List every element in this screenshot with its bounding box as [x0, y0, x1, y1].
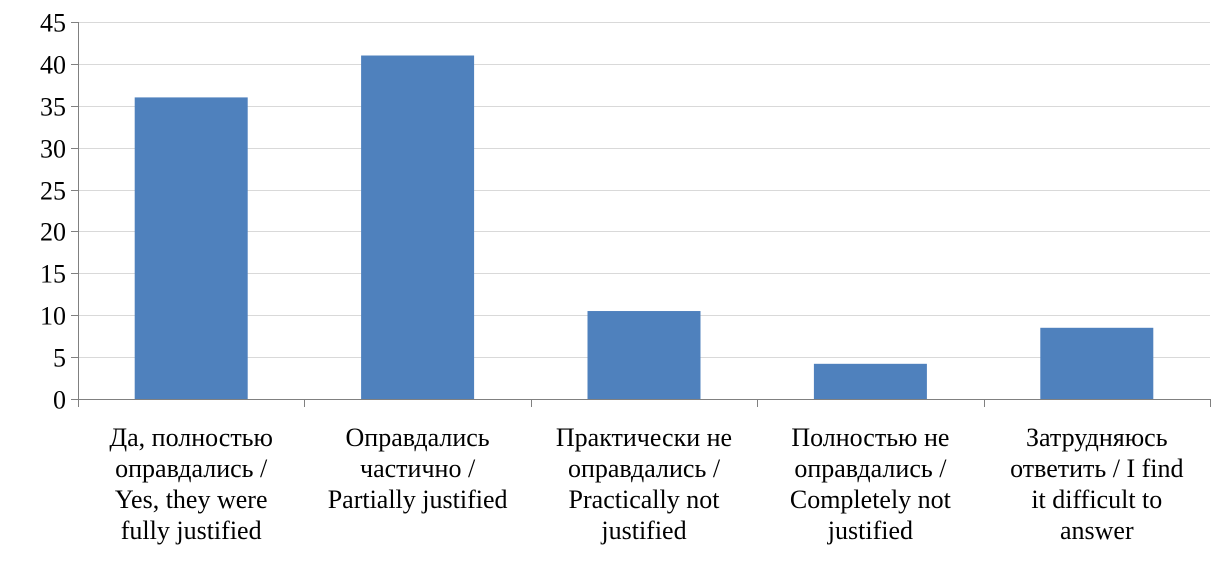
y-tick-label: 45: [40, 9, 66, 38]
y-tick-label: 20: [40, 218, 66, 247]
bar: [587, 311, 701, 399]
x-category-label: Да, полностью оправдались / Yes, they we…: [109, 423, 273, 545]
x-category-label: Затрудняюсь ответить / I find it difficu…: [1010, 423, 1184, 545]
y-tick-label: 40: [40, 51, 66, 80]
axes: [71, 22, 1211, 407]
y-tick-labels: 0 5 10 15 20 25 30 35 40 45: [40, 9, 66, 415]
x-category-label: Полностью не оправдались / Completely no…: [789, 423, 951, 545]
y-tick-label: 30: [40, 135, 66, 164]
bar: [813, 363, 927, 399]
x-category-label: Оправдались частично / Partially justifi…: [327, 423, 508, 514]
bar: [361, 55, 475, 400]
grid-lines: [78, 22, 1210, 358]
y-tick-label: 0: [53, 386, 66, 415]
bars: [134, 55, 1154, 400]
y-tick-label: 10: [40, 302, 66, 331]
y-tick-label: 25: [40, 177, 66, 206]
x-category-label: Практически не оправдались / Practically…: [555, 423, 733, 545]
y-tick-label: 35: [40, 93, 66, 122]
bar: [1040, 327, 1154, 399]
y-tick-label: 5: [53, 344, 66, 373]
bar: [134, 97, 248, 400]
y-tick-label: 15: [40, 260, 66, 289]
